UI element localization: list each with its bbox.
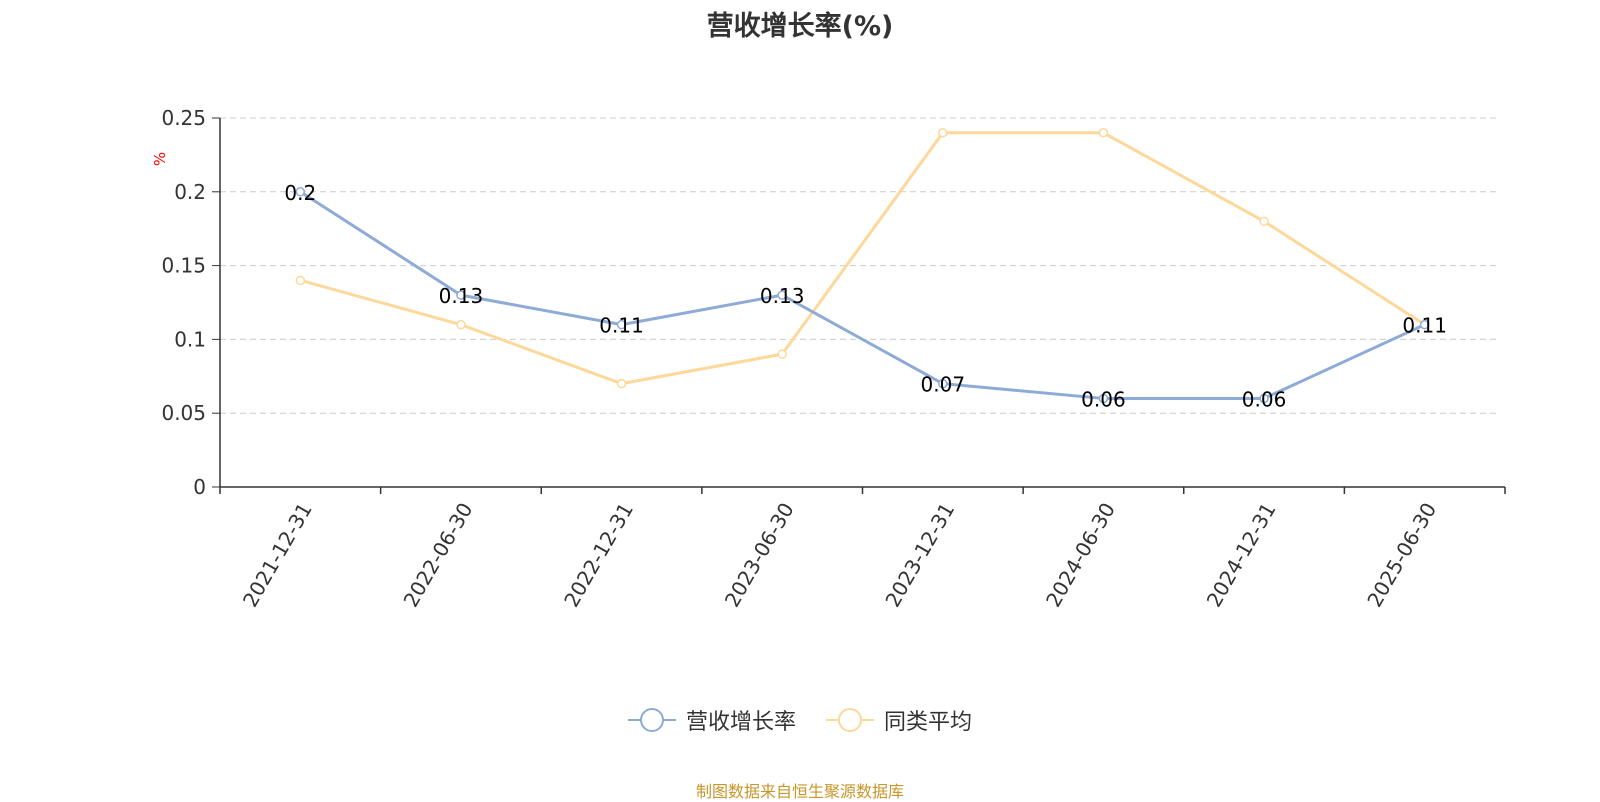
y-tick-label: 0.25 bbox=[161, 106, 206, 130]
data-point-series-2 bbox=[456, 319, 466, 330]
y-tick-label: 0.1 bbox=[174, 327, 206, 351]
legend-label-series-2: 同类平均 bbox=[884, 710, 973, 735]
axes: 0 0.05 0.1 0.15 0.2 0.25 2021-12-31 2022-06-30 2… bbox=[151, 106, 1506, 612]
data-point-series-2 bbox=[1259, 216, 1269, 227]
legend-line-circle-icon bbox=[627, 708, 676, 732]
series-points bbox=[295, 128, 1430, 404]
data-point-series-1 bbox=[1098, 393, 1109, 404]
chart-title: 营收增长率(%) bbox=[706, 11, 894, 42]
data-point-series-1 bbox=[938, 378, 948, 389]
legend-item-series-2[interactable]: 同类平均 bbox=[826, 704, 972, 736]
y-tick-label: 0.15 bbox=[161, 254, 206, 278]
data-point-series-1 bbox=[777, 290, 787, 300]
y-axis-unit-label: % bbox=[151, 152, 169, 166]
x-tick-label: 2023-06-30 bbox=[720, 499, 799, 612]
data-label: 0.06 bbox=[1242, 387, 1287, 411]
data-labels: 0.2 0.13 0.11 0.13 0.07 0.06 0.06 0.11 bbox=[284, 181, 1447, 412]
data-point-series-2 bbox=[616, 378, 627, 389]
data-point-series-2 bbox=[938, 128, 948, 138]
data-label: 0.2 bbox=[284, 181, 316, 205]
grid-lines bbox=[220, 117, 1498, 414]
y-tick-label: 0 bbox=[193, 475, 206, 499]
data-point-series-2 bbox=[295, 275, 306, 286]
data-label: 0.13 bbox=[760, 284, 805, 308]
data-label: 0.13 bbox=[439, 284, 484, 308]
legend: 营收增长率 同类平均 bbox=[0, 704, 1600, 736]
data-point-series-1 bbox=[295, 187, 306, 197]
series-line-2 bbox=[298, 131, 1427, 386]
data-point-series-2 bbox=[1098, 128, 1109, 138]
legend-label-series-1: 营收增长率 bbox=[685, 710, 796, 735]
data-label: 0.06 bbox=[1081, 387, 1126, 411]
data-label: 0.07 bbox=[921, 373, 966, 397]
data-label: 0.11 bbox=[1402, 314, 1447, 338]
y-tick-label: 0.05 bbox=[161, 401, 206, 425]
legend-item-series-1[interactable]: 营收增长率 bbox=[627, 704, 796, 736]
x-tick-label: 2022-12-31 bbox=[559, 499, 638, 612]
data-label: 0.11 bbox=[599, 314, 644, 338]
y-tick-label: 0.2 bbox=[174, 180, 206, 204]
x-tick-label: 2024-12-31 bbox=[1202, 499, 1281, 612]
data-source-note: 制图数据来自恒生聚源数据库 bbox=[695, 782, 904, 801]
x-tick-label: 2025-06-30 bbox=[1362, 499, 1441, 612]
data-point-series-1 bbox=[1419, 319, 1430, 330]
series-line-1 bbox=[298, 190, 1427, 400]
data-point-series-1 bbox=[456, 290, 466, 300]
data-point-series-1 bbox=[616, 319, 627, 330]
x-tick-label: 2024-06-30 bbox=[1041, 499, 1120, 612]
x-tick-label: 2023-12-31 bbox=[880, 499, 959, 612]
x-tick-label: 2021-12-31 bbox=[238, 499, 317, 612]
x-tick-label: 2022-06-30 bbox=[398, 499, 477, 612]
series-lines bbox=[298, 131, 1427, 400]
data-point-series-2 bbox=[777, 349, 787, 359]
legend-line-circle-icon bbox=[826, 708, 874, 732]
data-point-series-1 bbox=[1259, 393, 1269, 404]
